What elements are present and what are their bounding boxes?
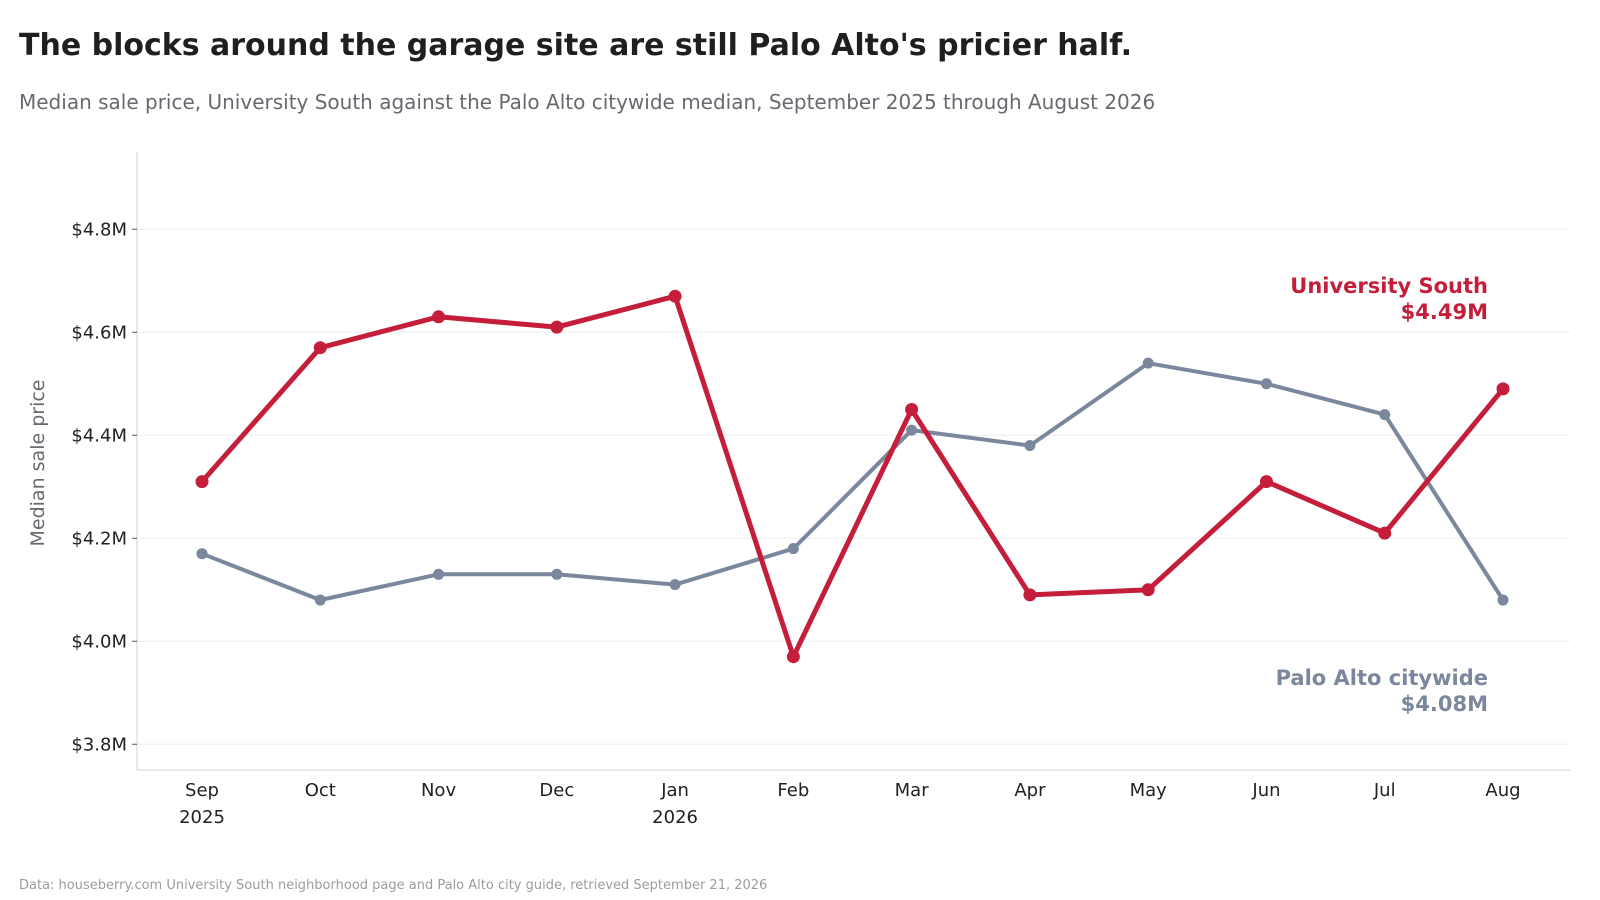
series-palo-alto-citywide	[196, 357, 1509, 606]
y-tick-label: $4.4M	[71, 425, 127, 446]
data-point	[1496, 382, 1510, 396]
data-point	[787, 543, 799, 555]
data-point	[668, 289, 682, 303]
data-point	[905, 403, 919, 416]
data-point	[314, 594, 326, 606]
axes	[136, 152, 1570, 771]
x-tick-label: Jul	[1373, 780, 1396, 801]
y-tick-label: $3.8M	[71, 734, 127, 755]
data-point	[1379, 409, 1391, 421]
x-tick-label: Oct	[305, 780, 336, 801]
data-point	[432, 310, 446, 324]
x-axis-ticks: Sep 2025 Oct Nov Dec Jan 2026 Feb Mar Apr May Jun Ju…	[179, 780, 1520, 828]
data-point	[433, 568, 445, 580]
data-source-note: Data: houseberry.com University South ne…	[19, 878, 768, 893]
line-chart: $3.8M $4.0M $4.2M $4.4M $4.6M $4.8M Sep 2025 Oc…	[27, 152, 1570, 828]
series-name-label: University South	[1290, 274, 1488, 298]
y-axis-label: Median sale price	[27, 380, 49, 547]
x-tick-label: Sep	[185, 780, 219, 801]
x-tick-label: Jan	[660, 780, 689, 801]
x-tick-label: Jun	[1251, 780, 1280, 801]
y-tick-label: $4.2M	[71, 528, 127, 549]
data-point	[550, 320, 564, 334]
series-end-labels: University South$4.49M Palo Alto citywide…	[1276, 274, 1488, 716]
data-point	[195, 475, 209, 489]
data-point	[313, 341, 327, 355]
data-point	[669, 579, 681, 591]
data-point	[1259, 475, 1273, 489]
data-point	[1024, 440, 1036, 452]
x-tick-label: Apr	[1014, 780, 1046, 801]
data-point	[1142, 357, 1154, 369]
x-tick-label: Aug	[1485, 780, 1520, 801]
series-line	[201, 361, 1505, 602]
series-end-value-label: $4.08M	[1401, 692, 1488, 716]
x-tick-label: Nov	[421, 780, 456, 801]
series-name-label: Palo Alto citywide	[1276, 666, 1488, 690]
y-axis-ticks: $3.8M $4.0M $4.2M $4.4M $4.6M $4.8M	[71, 219, 137, 755]
data-point	[196, 548, 208, 560]
series-line	[200, 293, 1505, 660]
data-point	[1497, 594, 1509, 606]
series-university-south	[195, 289, 1510, 664]
y-tick-label: $4.8M	[71, 219, 127, 240]
data-point	[1141, 583, 1155, 597]
y-tick-label: $4.6M	[71, 322, 127, 343]
y-tick-label: $4.0M	[71, 631, 127, 652]
x-tick-label: May	[1130, 780, 1168, 801]
data-point	[1023, 588, 1037, 602]
data-point	[1260, 378, 1272, 390]
series-group	[195, 289, 1510, 664]
x-tick-label: Feb	[777, 780, 809, 801]
chart-title: The blocks around the garage site are st…	[19, 28, 1133, 63]
data-point	[786, 650, 800, 664]
data-point	[1378, 526, 1392, 540]
series-end-value-label: $4.49M	[1401, 300, 1488, 324]
x-tick-year-label: 2025	[179, 807, 225, 828]
x-tick-label: Mar	[895, 780, 930, 801]
chart-subtitle: Median sale price, University South agai…	[19, 90, 1156, 114]
data-point	[551, 568, 563, 580]
x-tick-label: Dec	[539, 780, 574, 801]
x-tick-year-label: 2026	[652, 807, 698, 828]
data-point	[906, 424, 918, 436]
